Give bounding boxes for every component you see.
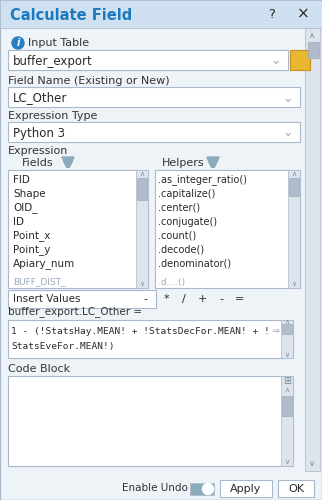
Text: ∧: ∧ xyxy=(284,387,289,393)
Polygon shape xyxy=(207,157,219,162)
Text: Point_y: Point_y xyxy=(13,244,50,256)
Text: .decode(): .decode() xyxy=(158,245,204,255)
Text: Expression Type: Expression Type xyxy=(8,111,97,121)
Text: -: - xyxy=(143,294,147,304)
Text: buffer_export: buffer_export xyxy=(13,54,93,68)
Bar xyxy=(0,0,322,28)
Text: .d....(): .d....() xyxy=(158,278,185,286)
Text: ⌄: ⌄ xyxy=(271,54,281,68)
Text: .capitalize(): .capitalize() xyxy=(158,189,215,199)
Bar xyxy=(211,166,215,168)
Text: .center(): .center() xyxy=(158,203,200,213)
Text: Point_x: Point_x xyxy=(13,230,50,241)
Text: ∨: ∨ xyxy=(284,352,289,358)
Bar xyxy=(289,178,299,196)
Text: Apply: Apply xyxy=(230,484,262,494)
Bar xyxy=(8,170,148,288)
Text: +: + xyxy=(197,294,207,304)
Text: ∨: ∨ xyxy=(284,459,289,465)
Text: buffer_export.LC_Other =: buffer_export.LC_Other = xyxy=(8,306,142,318)
Bar xyxy=(66,166,70,168)
Text: ×: × xyxy=(297,6,309,22)
Bar xyxy=(190,483,214,495)
Bar xyxy=(8,122,300,142)
Text: ∧: ∧ xyxy=(309,30,315,40)
Text: ∨: ∨ xyxy=(139,281,145,287)
Text: ID: ID xyxy=(13,217,24,227)
Polygon shape xyxy=(62,157,74,162)
Bar xyxy=(282,324,292,334)
Text: .as_integer_ratio(): .as_integer_ratio() xyxy=(158,174,247,186)
Text: Helpers: Helpers xyxy=(162,158,204,168)
Text: /: / xyxy=(182,294,186,304)
Bar xyxy=(220,480,272,497)
Text: StatsEveFor.MEAN!): StatsEveFor.MEAN!) xyxy=(11,342,115,350)
Text: Enable Undo: Enable Undo xyxy=(122,483,188,493)
Text: FID: FID xyxy=(13,175,30,185)
Text: Field Name (Existing or New): Field Name (Existing or New) xyxy=(8,76,170,86)
Text: Fields: Fields xyxy=(22,158,54,168)
Text: OID_: OID_ xyxy=(13,202,37,213)
Bar xyxy=(305,28,320,471)
Text: 1 - (!StatsHay.MEAN! + !StatsDecFor.MEAN! + !: 1 - (!StatsHay.MEAN! + !StatsDecFor.MEAN… xyxy=(11,326,270,336)
Text: .count(): .count() xyxy=(158,231,196,241)
Text: ⇒: ⇒ xyxy=(272,326,280,336)
Text: ⌄: ⌄ xyxy=(283,92,293,104)
Text: .denominator(): .denominator() xyxy=(158,259,231,269)
Text: ∧: ∧ xyxy=(291,171,297,177)
Circle shape xyxy=(12,37,24,49)
Bar xyxy=(290,50,310,70)
Text: OK: OK xyxy=(288,484,304,494)
Text: Input Table: Input Table xyxy=(28,38,89,48)
Text: Python 3: Python 3 xyxy=(13,126,65,140)
Bar xyxy=(155,170,300,288)
Polygon shape xyxy=(64,162,72,166)
Bar xyxy=(8,376,293,466)
Polygon shape xyxy=(209,162,217,166)
Bar xyxy=(291,52,299,55)
Bar xyxy=(8,87,300,107)
Bar xyxy=(281,376,293,466)
Text: ∧: ∧ xyxy=(284,319,289,325)
Text: Insert Values: Insert Values xyxy=(13,294,80,304)
Text: Expression: Expression xyxy=(8,146,68,156)
Circle shape xyxy=(203,484,213,494)
Text: =: = xyxy=(235,294,245,304)
Bar xyxy=(308,42,319,58)
Bar xyxy=(136,170,148,288)
Text: -: - xyxy=(219,294,223,304)
Text: Shape: Shape xyxy=(13,189,46,199)
Text: *: * xyxy=(163,294,169,304)
Text: i: i xyxy=(16,38,20,48)
Bar xyxy=(281,320,293,358)
Text: ∨: ∨ xyxy=(309,460,315,468)
Bar xyxy=(8,50,288,70)
Bar xyxy=(278,480,314,497)
Text: Calculate Field: Calculate Field xyxy=(10,8,132,22)
Text: ?: ? xyxy=(269,8,275,20)
Text: LC_Other: LC_Other xyxy=(13,92,67,104)
Bar xyxy=(8,290,156,308)
Bar xyxy=(282,396,292,416)
Text: Apiary_num: Apiary_num xyxy=(13,258,75,270)
Bar xyxy=(288,170,300,288)
Text: ⊞: ⊞ xyxy=(283,376,291,386)
Text: Code Block: Code Block xyxy=(8,364,70,374)
Text: ∧: ∧ xyxy=(139,171,145,177)
Text: BUFF_DIST_: BUFF_DIST_ xyxy=(13,278,65,286)
Text: ⌄: ⌄ xyxy=(283,126,293,140)
Text: ∨: ∨ xyxy=(291,281,297,287)
Bar xyxy=(137,178,147,200)
Bar xyxy=(8,320,293,358)
Text: .conjugate(): .conjugate() xyxy=(158,217,217,227)
